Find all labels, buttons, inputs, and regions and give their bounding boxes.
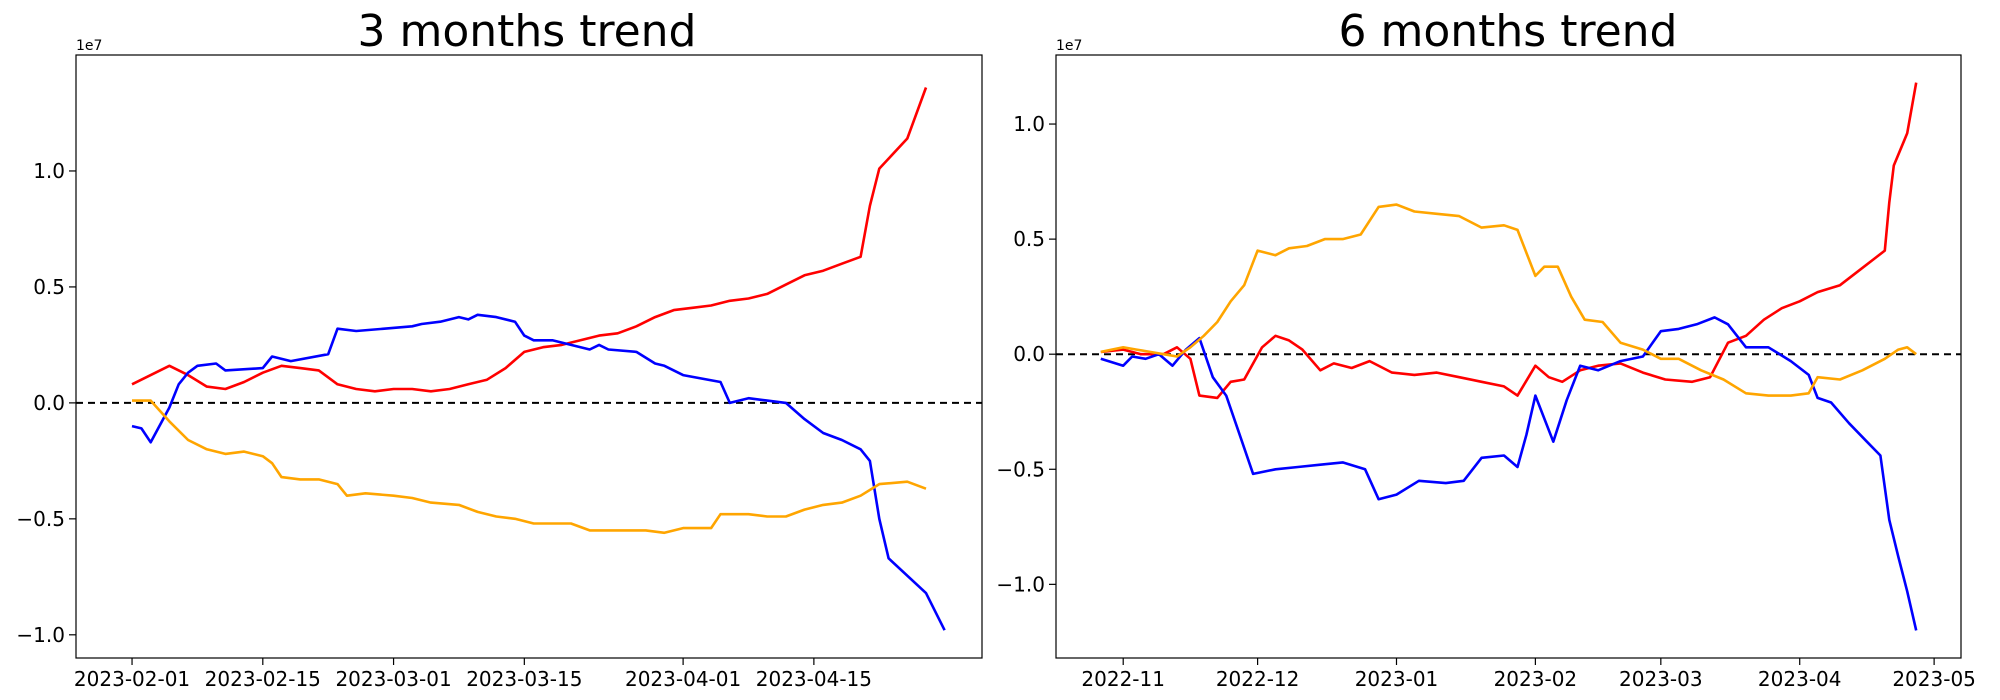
- y-tick-label: 1.0: [1013, 112, 1045, 136]
- x-tick-label: 2023-04-01: [625, 667, 741, 691]
- chart-title: 6 months trend: [1339, 6, 1678, 57]
- series-layer: [1056, 82, 1961, 631]
- x-tick-label: 2022-11: [1081, 667, 1165, 691]
- x-tick-label: 2022-12: [1216, 667, 1300, 691]
- series-line-3: [132, 399, 927, 535]
- y-tick-label: 0.0: [1013, 342, 1045, 366]
- y-tick-label: 0.0: [33, 391, 65, 415]
- y-tick-label: 0.5: [1013, 227, 1045, 251]
- x-tick-label: 2023-02-01: [74, 667, 190, 691]
- series-layer: [76, 87, 982, 631]
- axis-layer: −1.0 −0.5 0.0 0.5 1.0 2023-02-01 2023-02-15 202…: [16, 159, 872, 691]
- y-tick-label: −1.0: [16, 623, 65, 647]
- y-tick-label: −0.5: [996, 457, 1045, 481]
- series-line-3: [1100, 203, 1917, 397]
- y-tick-label: −1.0: [996, 572, 1045, 596]
- y-axis-offset-label: 1e7: [76, 38, 102, 54]
- x-tick-label: 2023-02-15: [205, 667, 321, 691]
- plot-frame: [1055, 54, 1962, 659]
- y-tick-label: 0.5: [33, 275, 65, 299]
- series-line-1: [1100, 82, 1918, 400]
- x-tick-label: 2023-04-15: [756, 667, 872, 691]
- series-line-1: [131, 87, 928, 393]
- chart-3-months-trend: 3 months trend 1e7 −1.0 −0.5 0.0 0.5 1.0 2023…: [16, 6, 983, 691]
- x-tick-label: 2023-05: [1892, 667, 1976, 691]
- x-tick-label: 2023-03: [1619, 667, 1703, 691]
- axis-layer: −1.0 −0.5 0.0 0.5 1.0 2022-11 2022-12 2023-01 20…: [996, 112, 1975, 691]
- chart-6-months-trend: 6 months trend 1e7 −1.0 −0.5 0.0 0.5 1.0 2022…: [996, 6, 1975, 691]
- plot-frame: [75, 54, 983, 659]
- y-axis-offset-label: 1e7: [1056, 38, 1082, 54]
- x-tick-label: 2023-03-15: [466, 667, 582, 691]
- x-tick-label: 2023-03-01: [335, 667, 451, 691]
- y-tick-label: 1.0: [33, 159, 65, 183]
- y-tick-label: −0.5: [16, 507, 65, 531]
- series-line-2: [1100, 316, 1918, 631]
- x-tick-label: 2023-02: [1494, 667, 1578, 691]
- chart-title: 3 months trend: [358, 6, 697, 57]
- series-line-2: [131, 313, 946, 631]
- x-tick-label: 2023-04: [1758, 667, 1842, 691]
- x-tick-label: 2023-01: [1355, 667, 1439, 691]
